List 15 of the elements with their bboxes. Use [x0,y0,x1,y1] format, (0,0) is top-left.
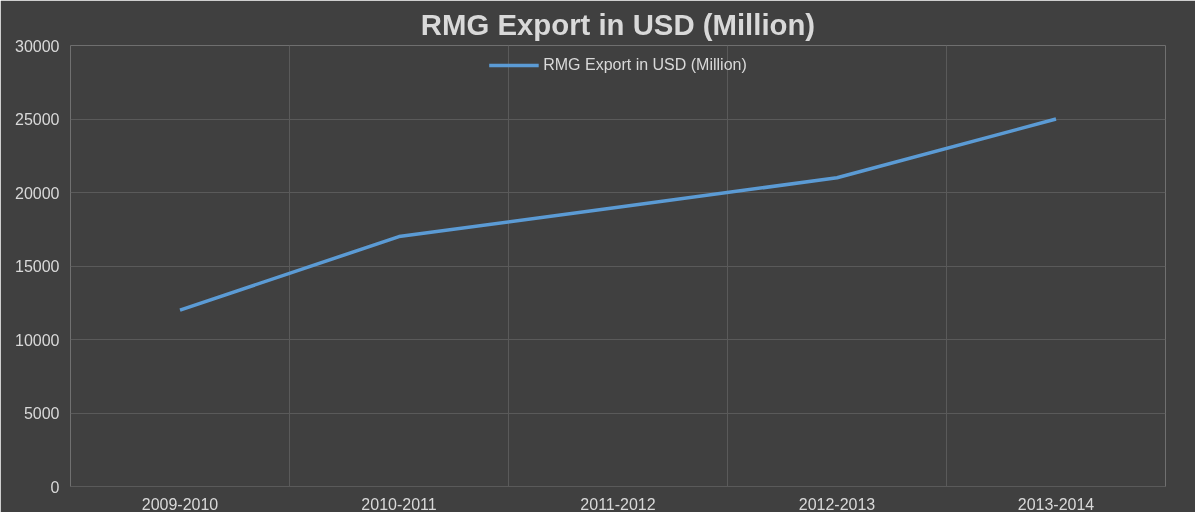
x-tick-label: 2012-2013 [798,495,876,513]
y-tick-label: 30000 [15,37,60,55]
y-tick-label: 0 [50,478,60,496]
legend-label: RMG Export in USD (Million) [543,56,747,74]
y-tick-label: 15000 [15,258,60,275]
chart-title: RMG Export in USD (Million) [420,7,816,41]
y-tick-label: 10000 [15,331,60,349]
y-tick-label: 20000 [15,184,60,202]
y-tick-label: 25000 [15,111,60,128]
y-tick-label: 5000 [23,405,60,422]
x-tick-label: 2013-2014 [1017,495,1095,513]
x-tick-label: 2011-2012 [580,495,656,513]
x-tick-label: 2010-2011 [361,495,437,513]
x-tick-label: 2009-2010 [141,495,219,513]
line-series [178,117,1058,312]
